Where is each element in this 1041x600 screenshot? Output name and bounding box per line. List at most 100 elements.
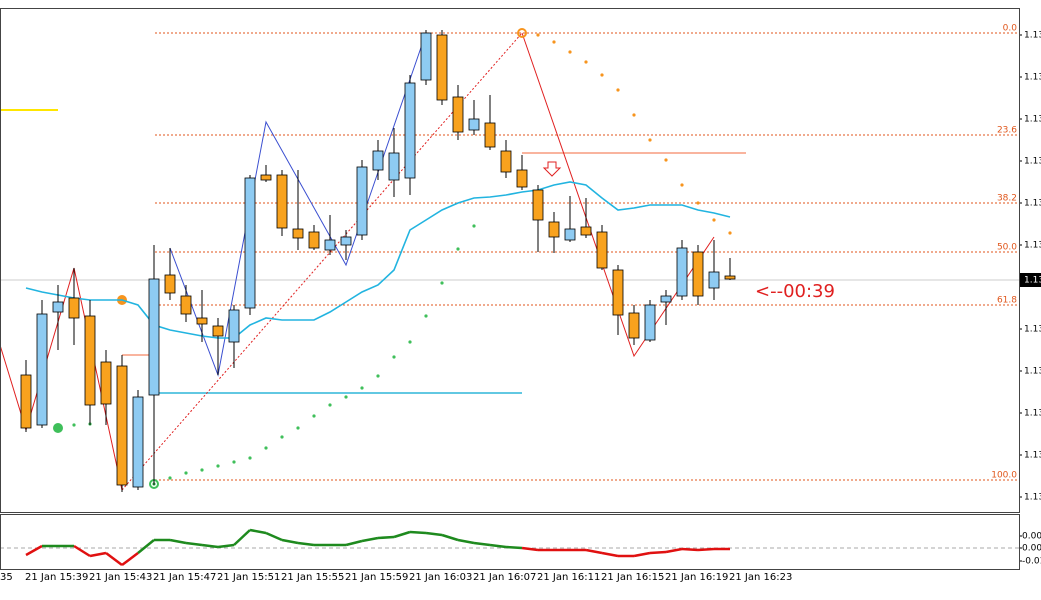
x-tick-label: 21 Jan 16:03 (409, 572, 472, 583)
fib-anchor (121, 32, 523, 491)
candle-body (20, 374, 32, 429)
oscillator-segment (281, 538, 299, 545)
oscillator-segment (105, 552, 123, 566)
sar-dot (584, 60, 588, 64)
sar-dot (344, 395, 348, 399)
candle-body (340, 236, 352, 246)
oscillator-segment (73, 544, 91, 558)
oscillator-segment (585, 548, 603, 555)
candle-body (548, 221, 560, 238)
sar-dot (600, 73, 604, 77)
oscillator-segment (489, 543, 507, 549)
fib-label: 50.0 (997, 243, 1017, 253)
candle-body (148, 278, 160, 396)
current-price-box (1020, 273, 1041, 287)
candle-body (36, 313, 48, 426)
arrow-marker (542, 161, 562, 177)
oscillator-segment (393, 530, 411, 539)
candle-body (116, 365, 128, 486)
sar-dot (376, 374, 380, 378)
sar-dot (280, 435, 284, 439)
y-tick-label: 1.13 (1024, 199, 1041, 209)
candle-body (196, 317, 208, 325)
y-tick-label: 1.13 (1024, 31, 1041, 41)
x-tick-label: 21 Jan 15:39 (25, 572, 88, 583)
candle-body (132, 396, 144, 488)
candle-body (324, 239, 336, 251)
candle-body (644, 304, 656, 341)
candle-body (468, 118, 480, 131)
y-tick-label: 1.13 (1024, 241, 1041, 251)
candle-body (724, 275, 736, 280)
sar-dot (312, 414, 316, 418)
sar-dot (664, 158, 668, 162)
oscillator-segment (25, 544, 43, 557)
oscillator-segment (697, 547, 715, 552)
osc-tick-label: 0.00 (1022, 544, 1041, 554)
oscillator-segment (345, 539, 363, 547)
oscillator-segment (217, 543, 235, 549)
x-tick-label: 21 Jan 16:15 (601, 572, 664, 583)
oscillator-segment (665, 547, 683, 554)
x-tick-label: 21 Jan 15:51 (217, 572, 280, 583)
candle-body (660, 295, 672, 303)
signal-dot (517, 28, 527, 38)
x-tick-label: 21 Jan 16:19 (665, 572, 728, 583)
oscillator-segment (441, 533, 459, 542)
oscillator-segment (185, 541, 203, 547)
y-tick-label: 1.13 (1024, 367, 1041, 377)
osc-tick-label: 0.00 (1022, 532, 1041, 542)
sar-dot (248, 456, 252, 460)
candle-body (308, 231, 320, 249)
oscillator-panel-border (0, 514, 1020, 570)
fib-label: 0.0 (1003, 24, 1018, 34)
candle-body (244, 177, 256, 309)
oscillator-segment (265, 531, 283, 542)
sar-dot (232, 460, 236, 464)
candle-body (532, 189, 544, 221)
sar-dot (552, 40, 556, 44)
sar-dot (328, 403, 332, 407)
sar-dot (648, 138, 652, 142)
zigzag (0, 267, 123, 491)
fib-label: 61.8 (997, 296, 1017, 306)
candle-body (372, 150, 384, 171)
oscillator-segment (681, 547, 699, 552)
oscillator-segment (505, 545, 523, 550)
sar-dot (408, 340, 412, 344)
candle-body (356, 166, 368, 236)
y-tick-label: 1.13 (1024, 73, 1041, 83)
candle-body (596, 231, 608, 269)
candle-body (84, 315, 96, 406)
oscillator-segment (409, 530, 427, 535)
y-tick-label: 1.13 (1024, 409, 1041, 419)
countdown: <--00:39 (755, 281, 835, 302)
sar-dot (424, 314, 428, 318)
candle-body (52, 301, 64, 313)
y-tick-label: 1.13 (1024, 451, 1041, 461)
fib-label: 23.6 (997, 126, 1017, 136)
candle-body (276, 174, 288, 229)
y-tick-label: 1.13 (1024, 493, 1041, 503)
candle-body (228, 309, 240, 343)
oscillator-segment (473, 541, 491, 547)
sar-dot (392, 355, 396, 359)
candle-body (260, 174, 272, 181)
sar-dot (440, 281, 444, 285)
oscillator-segment (649, 550, 667, 555)
sar-dot (712, 218, 716, 222)
candle-body (484, 122, 496, 148)
sar-dot (184, 471, 188, 475)
x-tick-label: 21 Jan 15:59 (345, 572, 408, 583)
oscillator-segment (361, 536, 379, 543)
candle-body (420, 32, 432, 81)
sar-dot (632, 113, 636, 117)
oscillator-segment (457, 538, 475, 545)
oscillator-segment (377, 535, 395, 540)
sar-dot (296, 426, 300, 430)
candle-body (564, 228, 576, 241)
sar-dot (568, 50, 572, 54)
